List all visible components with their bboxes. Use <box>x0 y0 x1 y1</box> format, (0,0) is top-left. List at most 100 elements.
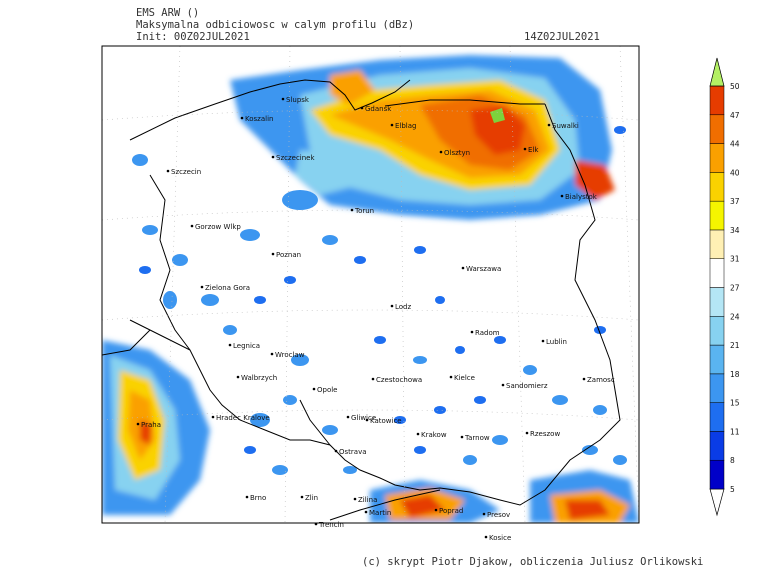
city-label: Olsztyn <box>444 149 470 157</box>
city-marker <box>200 285 204 289</box>
city-label: Poprad <box>439 507 463 515</box>
city-marker <box>346 415 350 419</box>
colorbar-tick-label: 47 <box>730 111 740 120</box>
city-marker <box>228 343 232 347</box>
city-marker <box>501 383 505 387</box>
city-label: Warszawa <box>466 265 501 273</box>
city-label: Elk <box>528 146 539 154</box>
city-label: Gliwice <box>351 414 376 422</box>
city-marker <box>470 330 474 334</box>
city-marker <box>547 123 551 127</box>
colorbar-tick-label: 37 <box>730 197 740 206</box>
field-title: Maksymalna odbiciowosc w calym profilu (… <box>136 19 415 31</box>
city-marker <box>300 495 304 499</box>
city-label: Szczecinek <box>276 154 315 162</box>
colorbar-tick-label: 11 <box>730 427 740 436</box>
city-label: Gorzow Wlkp <box>195 223 241 231</box>
city-label: Kosice <box>489 534 511 542</box>
reflectivity-field <box>102 46 639 523</box>
city-label: Presov <box>487 511 510 519</box>
city-label: Krakow <box>421 431 447 439</box>
colorbar-tick-label: 27 <box>730 284 740 293</box>
colorbar-segment <box>709 258 725 288</box>
city-marker <box>240 116 244 120</box>
city-label: Szczecin <box>171 168 201 176</box>
colorbar-tick-label: 21 <box>730 341 740 350</box>
city-label: Walbrzych <box>241 374 277 382</box>
colorbar-segment <box>709 200 725 231</box>
city-marker <box>390 123 394 127</box>
colorbar-tick-label: 15 <box>730 399 740 408</box>
city-label: Hradec Kralove <box>216 414 270 422</box>
city-marker <box>390 304 394 308</box>
city-label: Suwalki <box>552 122 579 130</box>
city-labels: Slupsk Gdansk Koszalin Elblag Suwalki Olsztyn… <box>136 96 615 542</box>
city-marker <box>449 375 453 379</box>
city-label: Bialystok <box>565 193 598 201</box>
city-marker <box>582 377 586 381</box>
city-marker <box>350 208 354 212</box>
city-marker <box>482 512 486 516</box>
city-marker <box>364 510 368 514</box>
city-label: Gdansk <box>365 105 392 113</box>
city-label: Trencin <box>318 521 344 529</box>
colorbar-tick-label: 50 <box>730 82 740 91</box>
city-label: Zlin <box>305 494 318 502</box>
city-label: Elblag <box>395 122 417 130</box>
city-marker <box>525 431 529 435</box>
city-marker <box>190 224 194 228</box>
city-marker <box>236 375 240 379</box>
colorbar-segment <box>709 85 725 116</box>
city-marker <box>270 352 274 356</box>
city-marker <box>312 387 316 391</box>
city-label: Radom <box>475 329 500 337</box>
city-marker <box>334 449 338 453</box>
colorbar-tick-label: 8 <box>730 456 735 465</box>
city-label: Torun <box>354 207 374 215</box>
city-label: Rzeszow <box>530 430 560 438</box>
city-marker <box>560 194 564 198</box>
init-time: Init: 00Z02JUL2021 <box>136 31 250 43</box>
city-marker <box>523 147 527 151</box>
colorbar-segment <box>709 229 725 259</box>
city-label: Katowice <box>370 417 402 425</box>
city-label: Opole <box>317 386 338 394</box>
city-label: Tarnow <box>464 434 490 442</box>
city-marker <box>541 339 545 343</box>
colorbar-segment <box>709 143 725 173</box>
colorbar-tick-label: 44 <box>730 140 740 149</box>
colorbar-min-triangle <box>709 488 725 517</box>
city-label: Poznan <box>276 251 301 259</box>
city-marker <box>166 169 170 173</box>
colorbar-segment <box>709 114 725 144</box>
city-marker <box>314 522 318 526</box>
city-marker <box>271 252 275 256</box>
city-marker <box>416 432 420 436</box>
city-marker <box>360 106 364 110</box>
city-label: Sandomierz <box>506 382 548 390</box>
city-label: Lodz <box>395 303 412 311</box>
colorbar-tick-label: 24 <box>730 312 740 321</box>
colorbar-segment <box>709 316 725 346</box>
city-marker <box>281 97 285 101</box>
colorbar-tick-label: 31 <box>730 255 740 264</box>
city-marker <box>461 266 465 270</box>
city-label: Wroclaw <box>275 351 305 359</box>
colorbar-tick-label: 5 <box>730 485 735 494</box>
map-frame <box>101 45 640 524</box>
colorbar: 5 8 11 15 18 21 24 27 31 34 37 40 44 47 50 <box>709 57 740 517</box>
colorbar-segment <box>709 459 725 490</box>
city-label: Koszalin <box>245 115 273 123</box>
colorbar-tick-label: 18 <box>730 370 740 379</box>
city-marker <box>371 377 375 381</box>
footer-credit: (c) skrypt Piotr Djakow, obliczenia Juli… <box>362 556 704 568</box>
city-label: Zielona Gora <box>205 284 250 292</box>
city-label: Kielce <box>454 374 475 382</box>
colorbar-segment <box>709 287 725 317</box>
city-marker <box>365 418 369 422</box>
city-marker <box>353 497 357 501</box>
city-marker <box>434 508 438 512</box>
city-marker <box>439 150 443 154</box>
valid-time: 14Z02JUL2021 <box>524 31 600 43</box>
